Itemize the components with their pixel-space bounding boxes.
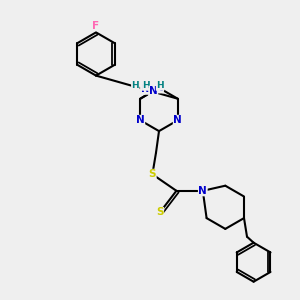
Text: N: N — [141, 84, 149, 94]
Text: N: N — [154, 83, 164, 93]
Text: S: S — [149, 169, 156, 179]
Text: N: N — [198, 186, 207, 196]
Text: H: H — [142, 81, 150, 90]
Text: N: N — [136, 115, 145, 125]
Text: N: N — [149, 86, 158, 96]
Text: N: N — [173, 115, 182, 125]
Text: F: F — [92, 21, 100, 31]
Text: H: H — [156, 81, 164, 90]
Text: S: S — [156, 207, 164, 218]
Text: H: H — [131, 81, 139, 90]
